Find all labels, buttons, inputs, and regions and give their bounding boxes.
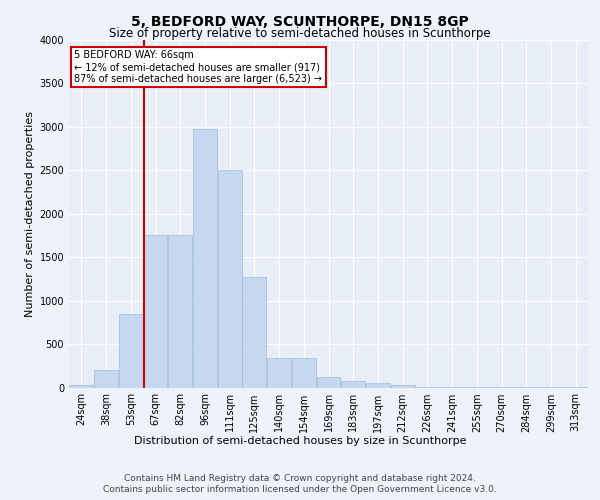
Bar <box>143 234 167 388</box>
Bar <box>391 386 415 388</box>
Bar <box>366 383 390 388</box>
Bar <box>267 358 291 388</box>
Bar <box>242 277 266 388</box>
Bar <box>218 170 242 388</box>
Text: 5 BEDFORD WAY: 66sqm
← 12% of semi-detached houses are smaller (917)
87% of semi: 5 BEDFORD WAY: 66sqm ← 12% of semi-detac… <box>74 50 322 84</box>
Text: Contains public sector information licensed under the Open Government Licence v3: Contains public sector information licen… <box>103 485 497 494</box>
Bar <box>292 358 316 388</box>
Bar <box>415 386 439 388</box>
Text: 5, BEDFORD WAY, SCUNTHORPE, DN15 8GP: 5, BEDFORD WAY, SCUNTHORPE, DN15 8GP <box>131 15 469 29</box>
Text: Size of property relative to semi-detached houses in Scunthorpe: Size of property relative to semi-detach… <box>109 28 491 40</box>
Bar <box>119 314 143 388</box>
Bar <box>168 234 192 388</box>
Bar <box>193 130 217 388</box>
Bar <box>70 385 94 388</box>
Bar <box>341 381 365 388</box>
Text: Distribution of semi-detached houses by size in Scunthorpe: Distribution of semi-detached houses by … <box>134 436 466 446</box>
Bar <box>317 377 340 388</box>
Bar <box>94 370 118 388</box>
Y-axis label: Number of semi-detached properties: Number of semi-detached properties <box>25 111 35 317</box>
Text: Contains HM Land Registry data © Crown copyright and database right 2024.: Contains HM Land Registry data © Crown c… <box>124 474 476 483</box>
